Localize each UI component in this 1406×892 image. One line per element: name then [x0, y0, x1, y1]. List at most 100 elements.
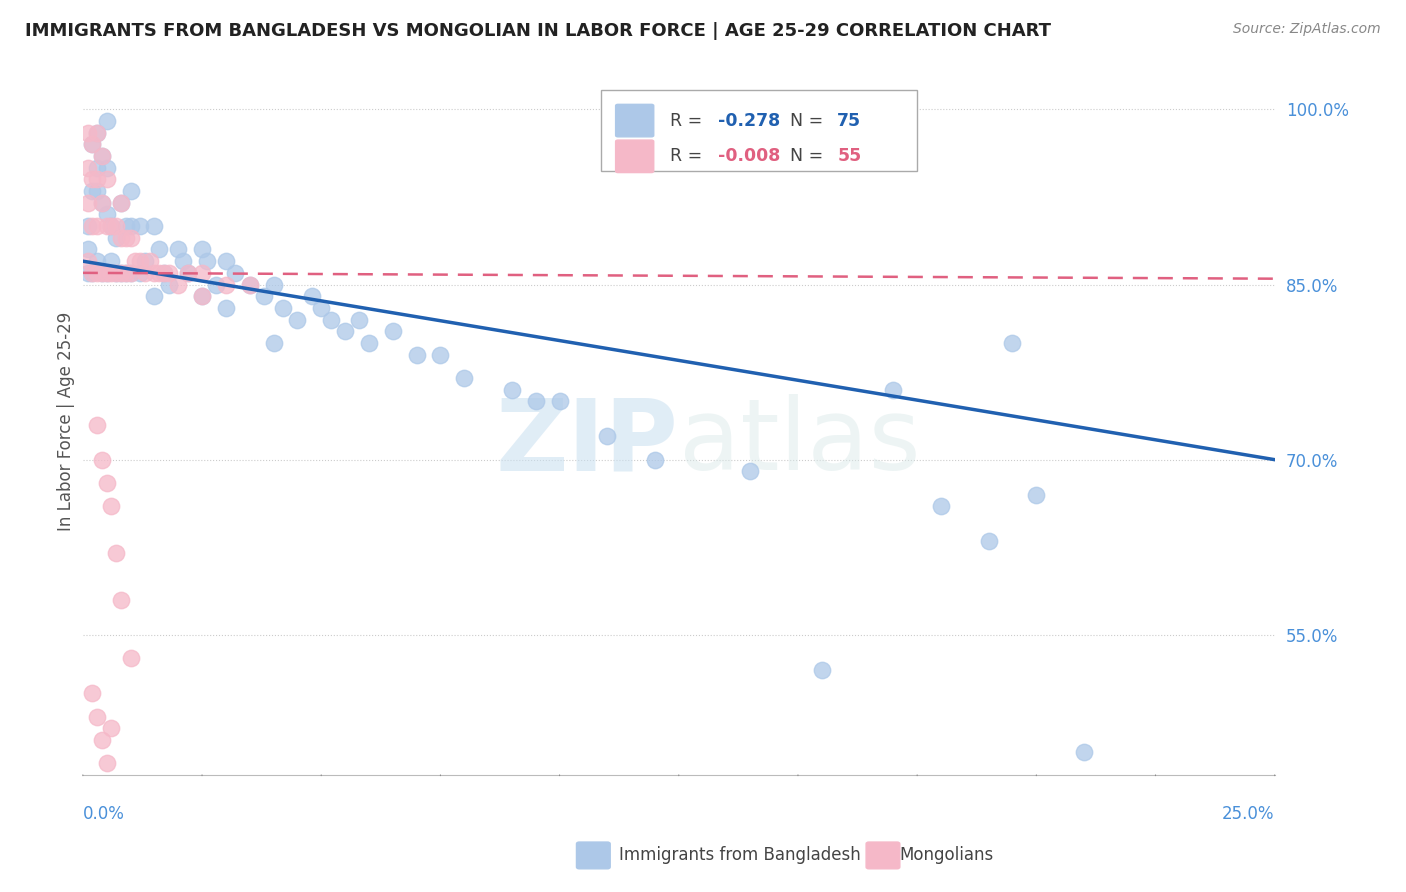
Point: [134, 266, 156, 280]
Point: [129, 266, 152, 280]
Point: [82, 184, 104, 198]
Point: [524, 394, 547, 409]
Text: ZIP: ZIP: [496, 394, 679, 491]
Point: [405, 348, 427, 362]
Point: [129, 219, 152, 234]
Point: [120, 651, 142, 665]
Point: [100, 721, 122, 735]
Point: [191, 289, 214, 303]
Point: [1073, 745, 1095, 759]
FancyBboxPatch shape: [602, 90, 917, 171]
Y-axis label: In Labor Force | Age 25-29: In Labor Force | Age 25-29: [58, 312, 75, 532]
Point: [110, 231, 132, 245]
Point: [90, 732, 112, 747]
Point: [110, 266, 132, 280]
Text: Source: ZipAtlas.com: Source: ZipAtlas.com: [1233, 22, 1381, 37]
Point: [349, 312, 371, 326]
Point: [143, 289, 166, 303]
Text: -0.278: -0.278: [718, 112, 780, 129]
Point: [148, 266, 170, 280]
Point: [110, 266, 132, 280]
Point: [239, 277, 262, 292]
Point: [86, 172, 108, 186]
Point: [357, 335, 380, 350]
Point: [82, 137, 104, 152]
Point: [157, 266, 180, 280]
Point: [90, 195, 112, 210]
Point: [100, 266, 122, 280]
Point: [86, 126, 108, 140]
Point: [90, 149, 112, 163]
Point: [134, 254, 156, 268]
Point: [105, 266, 128, 280]
Point: [215, 254, 238, 268]
Point: [82, 172, 104, 186]
Point: [96, 266, 118, 280]
Point: [100, 219, 122, 234]
Point: [96, 756, 118, 771]
Point: [96, 207, 118, 221]
Point: [153, 266, 176, 280]
Point: [191, 243, 214, 257]
Point: [138, 254, 160, 268]
Point: [86, 184, 108, 198]
Point: [1001, 335, 1024, 350]
Point: [644, 452, 666, 467]
Point: [309, 301, 332, 315]
Point: [319, 312, 342, 326]
Point: [381, 324, 404, 338]
Point: [215, 301, 238, 315]
Point: [882, 383, 904, 397]
FancyBboxPatch shape: [616, 140, 654, 172]
Point: [90, 266, 112, 280]
Point: [100, 254, 122, 268]
Point: [96, 476, 118, 491]
Point: [929, 500, 952, 514]
Text: N =: N =: [790, 112, 828, 129]
Point: [191, 289, 214, 303]
Point: [148, 243, 170, 257]
Text: Immigrants from Bangladesh: Immigrants from Bangladesh: [619, 846, 860, 863]
Point: [76, 161, 98, 175]
Point: [263, 277, 285, 292]
Point: [96, 161, 118, 175]
Point: [120, 184, 142, 198]
Text: R =: R =: [671, 112, 709, 129]
Text: N =: N =: [790, 147, 828, 165]
Point: [100, 500, 122, 514]
Point: [287, 312, 309, 326]
Text: Mongolians: Mongolians: [900, 846, 994, 863]
Point: [114, 266, 136, 280]
Point: [86, 709, 108, 723]
Point: [86, 266, 108, 280]
Point: [205, 277, 228, 292]
Point: [100, 219, 122, 234]
Point: [120, 266, 142, 280]
Point: [191, 266, 214, 280]
Point: [120, 266, 142, 280]
Point: [82, 266, 104, 280]
Point: [90, 452, 112, 467]
Point: [429, 348, 451, 362]
Point: [96, 219, 118, 234]
Point: [224, 266, 246, 280]
Point: [86, 254, 108, 268]
Point: [90, 266, 112, 280]
Point: [453, 371, 475, 385]
Point: [76, 254, 98, 268]
Point: [153, 266, 176, 280]
Point: [740, 464, 762, 478]
Point: [86, 126, 108, 140]
Point: [76, 266, 98, 280]
Point: [596, 429, 619, 443]
Point: [263, 335, 285, 350]
Point: [810, 663, 832, 677]
Point: [105, 266, 128, 280]
FancyBboxPatch shape: [616, 104, 654, 136]
Point: [76, 126, 98, 140]
Point: [76, 195, 98, 210]
Point: [90, 149, 112, 163]
Point: [177, 266, 200, 280]
Point: [114, 231, 136, 245]
Point: [114, 266, 136, 280]
